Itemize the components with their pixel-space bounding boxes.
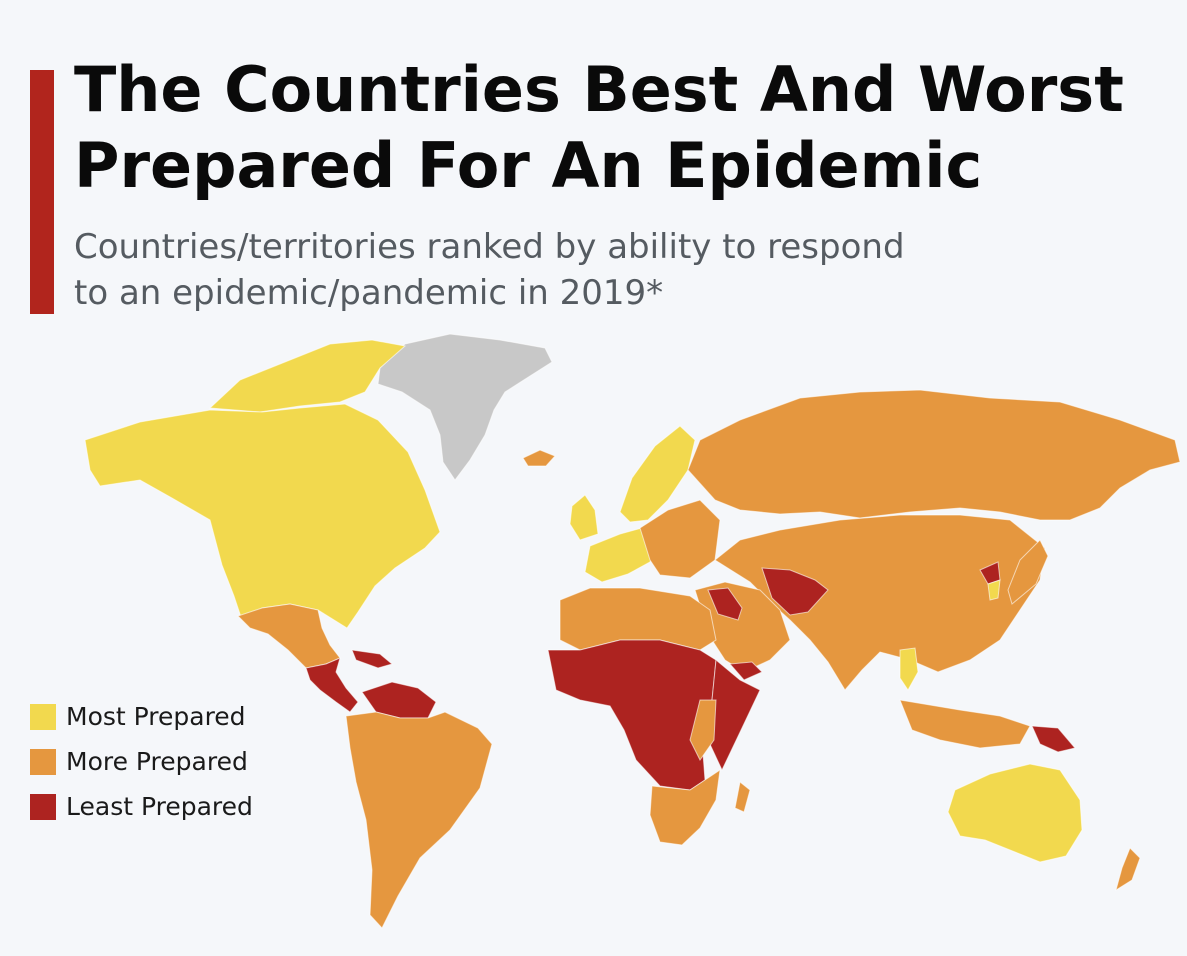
region-north-africa bbox=[559, 587, 717, 651]
chart-subtitle: Countries/territories ranked by ability … bbox=[74, 224, 1074, 316]
legend-item-least-prepared: Least Prepared bbox=[30, 784, 253, 829]
legend-item-most-prepared: Most Prepared bbox=[30, 694, 253, 739]
region-asia bbox=[714, 514, 1046, 691]
region-australia bbox=[947, 763, 1083, 863]
legend-swatch-least-prepared bbox=[30, 793, 56, 820]
title-line-1: The Countries Best And Worst bbox=[74, 53, 1124, 126]
region-russia bbox=[687, 389, 1181, 521]
region-southern-africa bbox=[649, 768, 721, 846]
region-southeast-asia-islands bbox=[899, 699, 1031, 749]
accent-bar bbox=[30, 70, 54, 314]
legend-item-more-prepared: More Prepared bbox=[30, 739, 253, 784]
region-uk-ireland bbox=[569, 494, 599, 541]
legend-label-most-prepared: Most Prepared bbox=[66, 702, 246, 731]
region-japan bbox=[1007, 539, 1049, 605]
region-arctic-islands bbox=[208, 339, 407, 413]
region-central-america bbox=[305, 657, 359, 713]
region-scandinavia bbox=[619, 425, 696, 523]
region-east-africa bbox=[689, 699, 717, 761]
region-iceland bbox=[522, 449, 556, 467]
region-western-europe bbox=[584, 527, 661, 583]
world-map bbox=[84, 333, 1181, 929]
region-afghanistan bbox=[761, 567, 829, 616]
region-new-zealand bbox=[1115, 847, 1141, 892]
region-central-africa bbox=[547, 639, 717, 791]
region-north-america bbox=[84, 403, 441, 629]
subtitle-line-2: to an epidemic/pandemic in 2019* bbox=[74, 273, 664, 313]
region-papua-new-guinea bbox=[1031, 725, 1076, 753]
legend-swatch-most-prepared bbox=[30, 703, 56, 730]
title-line-2: Prepared For An Epidemic bbox=[74, 129, 983, 202]
region-south-america bbox=[345, 711, 493, 929]
region-greenland bbox=[377, 333, 553, 481]
region-madagascar bbox=[734, 781, 751, 813]
legend-label-least-prepared: Least Prepared bbox=[66, 792, 253, 821]
legend-label-more-prepared: More Prepared bbox=[66, 747, 248, 776]
region-thailand bbox=[899, 647, 919, 691]
map-legend: Most Prepared More Prepared Least Prepar… bbox=[30, 694, 253, 829]
region-yemen bbox=[728, 661, 763, 681]
region-caribbean bbox=[351, 649, 394, 669]
subtitle-line-1: Countries/territories ranked by ability … bbox=[74, 227, 905, 267]
region-south-korea bbox=[987, 579, 1001, 601]
region-syria bbox=[707, 587, 743, 621]
chart-title: The Countries Best And Worst Prepared Fo… bbox=[74, 52, 1164, 204]
legend-swatch-more-prepared bbox=[30, 748, 56, 775]
